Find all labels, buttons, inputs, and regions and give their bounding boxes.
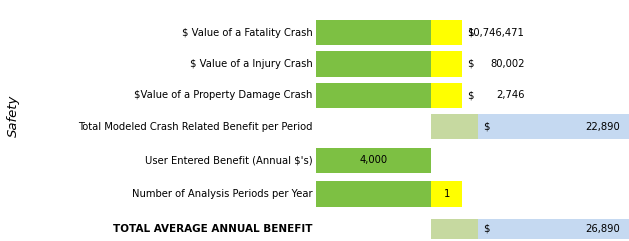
Bar [316,20,431,45]
Text: 10,746,471: 10,746,471 [469,27,525,38]
Text: Total Modeled Crash Related Benefit per Period: Total Modeled Crash Related Benefit per … [78,121,313,132]
Text: TOTAL AVERAGE ANNUAL BENEFIT: TOTAL AVERAGE ANNUAL BENEFIT [113,224,313,234]
Text: $: $ [483,121,489,132]
Bar [431,20,462,45]
Text: 4,000: 4,000 [359,155,387,165]
Text: Safety: Safety [8,94,20,137]
Text: 1: 1 [443,189,450,199]
Bar [316,147,431,173]
Text: $: $ [467,27,473,38]
Text: Number of Analysis Periods per Year: Number of Analysis Periods per Year [132,189,313,199]
Bar [478,219,629,239]
Text: $ Value of a Injury Crash: $ Value of a Injury Crash [190,59,313,69]
Text: 26,890: 26,890 [585,224,620,234]
Text: User Entered Benefit (Annual $'s): User Entered Benefit (Annual $'s) [145,155,313,165]
Text: $: $ [467,59,473,69]
Bar [316,181,431,207]
Text: $: $ [467,90,473,100]
Bar [431,219,478,239]
Text: $: $ [483,224,489,234]
Bar [431,82,462,108]
Bar [316,82,431,108]
Bar [478,114,629,139]
Text: $Value of a Property Damage Crash: $Value of a Property Damage Crash [134,90,313,100]
Bar [431,114,478,139]
Text: 80,002: 80,002 [491,59,525,69]
Text: $ Value of a Fatality Crash: $ Value of a Fatality Crash [182,27,313,38]
Bar [431,181,462,207]
Bar [431,51,462,77]
Bar [316,51,431,77]
Text: 2,746: 2,746 [497,90,525,100]
Text: 22,890: 22,890 [585,121,620,132]
